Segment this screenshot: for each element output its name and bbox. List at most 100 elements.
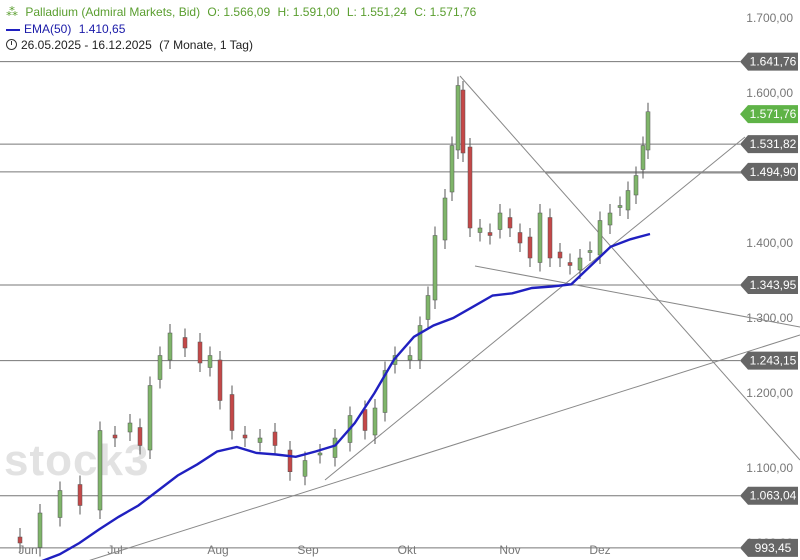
x-tick-label: Okt	[398, 543, 417, 557]
candle-body	[577, 257, 583, 271]
candle-body	[597, 220, 603, 256]
candle-body	[640, 145, 646, 170]
clock-icon	[6, 39, 17, 50]
candle-body	[77, 484, 83, 506]
candle-body	[449, 145, 455, 193]
x-tick-label: Nov	[499, 543, 520, 557]
ema-line	[41, 232, 651, 560]
y-tick-label: 1.100,00	[746, 461, 793, 475]
instrument-name: Palladium (Admiral Markets, Bid)	[25, 5, 201, 19]
candle-body	[372, 407, 378, 436]
candle-body	[207, 355, 213, 368]
candle-body	[645, 111, 651, 151]
trend-line	[459, 75, 800, 461]
candle-body	[587, 250, 593, 253]
trend-line	[324, 136, 746, 481]
candle-body	[287, 449, 293, 472]
level-label-bg	[740, 276, 798, 295]
candle-body	[362, 409, 368, 431]
x-tick-label: Aug	[207, 543, 228, 557]
date-range-text: 26.05.2025 - 16.12.2025	[21, 38, 152, 52]
y-tick-label: 1.400,00	[746, 236, 793, 250]
candles	[17, 76, 651, 557]
candle-body	[57, 490, 63, 518]
candle-body	[167, 332, 173, 361]
candle-body	[633, 175, 639, 196]
high-value: H: 1.591,00	[277, 5, 340, 19]
close-value: C: 1.571,76	[414, 5, 477, 19]
trend-line	[474, 265, 800, 328]
candle-body	[257, 437, 263, 443]
level-label-bg	[740, 52, 798, 71]
candle-body	[527, 236, 533, 259]
ohlc-header: ⁂ Palladium (Admiral Markets, Bid) O: 1.…	[6, 5, 480, 19]
level-label-bg	[740, 351, 798, 370]
candle-body	[432, 235, 438, 301]
period-text: (7 Monate, 1 Tag)	[159, 38, 253, 52]
candle-body	[497, 212, 503, 230]
date-range: 26.05.2025 - 16.12.2025 (7 Monate, 1 Tag…	[6, 38, 257, 52]
candle-body	[197, 341, 203, 364]
candle-body	[112, 434, 118, 439]
watermark: stock3	[4, 436, 150, 485]
candle-body	[557, 251, 563, 259]
candle-body	[417, 325, 423, 361]
candle-body	[217, 359, 223, 401]
candle-body	[229, 394, 235, 431]
candle-body	[242, 434, 248, 439]
ema-value: 1.410,65	[78, 22, 126, 36]
level-label: 1.641,76	[750, 55, 797, 69]
candle-body	[332, 437, 338, 458]
candle-body	[442, 197, 448, 241]
candle-body	[547, 217, 553, 259]
x-tick-label: Jun	[18, 543, 37, 557]
palladium-icon: ⁂	[6, 5, 18, 19]
y-tick-label: 1.200,00	[746, 386, 793, 400]
x-tick-label: Sep	[297, 543, 319, 557]
level-label: 1.063,04	[750, 489, 797, 503]
x-tick-label: Dez	[589, 543, 610, 557]
candle-body	[137, 427, 143, 446]
candle-body	[537, 212, 543, 263]
candle-body	[567, 262, 573, 266]
candle-body	[147, 385, 153, 451]
candle-body	[382, 370, 388, 413]
y-tick-label: 1.700,00	[746, 11, 793, 25]
candle-body	[97, 430, 103, 511]
candle-body	[625, 190, 631, 211]
last-price-label-bg	[740, 105, 798, 124]
low-value: L: 1.551,24	[346, 5, 407, 19]
candle-body	[272, 431, 278, 446]
candle-body	[407, 355, 413, 361]
candle-body	[127, 422, 133, 433]
open-value: O: 1.566,09	[207, 5, 271, 19]
candle-body	[477, 227, 483, 233]
candle-body	[487, 232, 493, 236]
y-tick-label: 1.300,00	[746, 311, 793, 325]
candle-body	[460, 89, 466, 154]
level-label: 1.343,95	[750, 278, 797, 292]
ema-legend: EMA(50) 1.410,65	[6, 22, 129, 36]
candle-body	[507, 217, 513, 229]
candle-body	[157, 355, 163, 380]
trend-line	[89, 334, 800, 560]
x-tick-label: Jul	[107, 543, 122, 557]
level-label: 993,45	[755, 541, 792, 555]
candle-body	[607, 212, 613, 226]
candle-body	[302, 460, 308, 477]
candle-body	[37, 512, 43, 548]
level-label-bg	[740, 162, 798, 181]
candle-body	[182, 337, 188, 349]
candle-body	[517, 232, 523, 244]
level-label: 1.531,82	[750, 137, 797, 151]
level-label-bg	[740, 135, 798, 154]
ema-label: EMA(50)	[24, 22, 72, 36]
level-label: 1.243,15	[750, 354, 797, 368]
y-tick-label: 1.600,00	[746, 86, 793, 100]
candle-body	[425, 295, 431, 320]
level-label-bg	[740, 486, 798, 505]
candle-body	[617, 205, 623, 208]
ema-swatch	[6, 28, 20, 31]
level-label-bg	[740, 538, 798, 557]
